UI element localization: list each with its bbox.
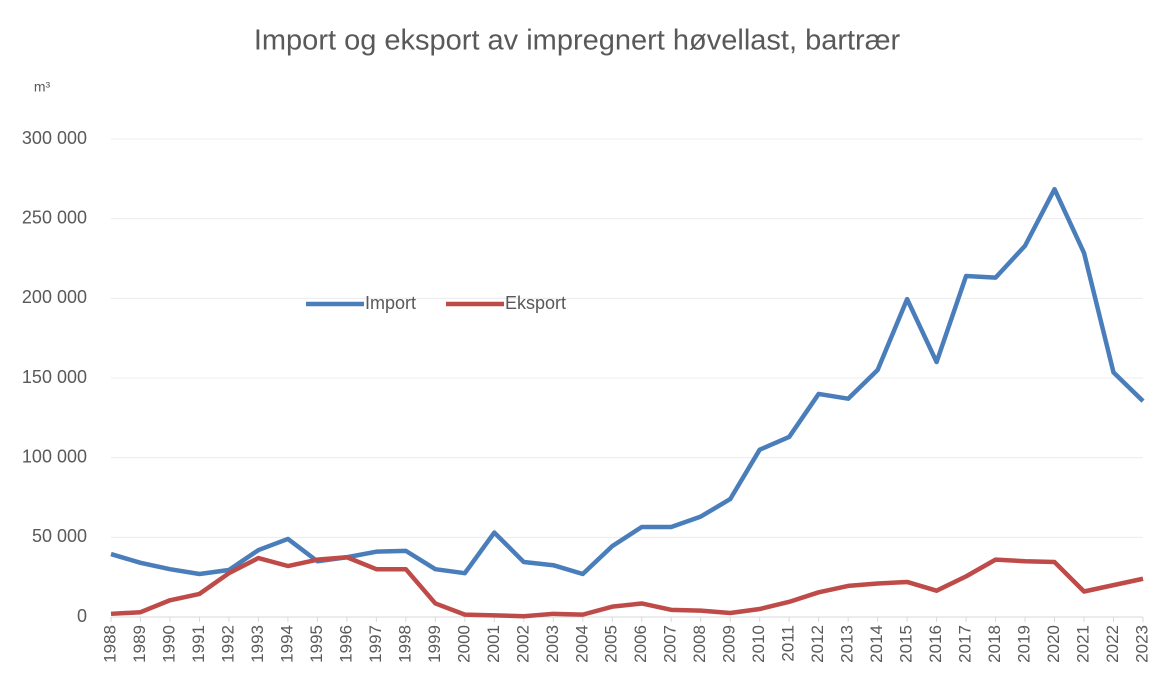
x-tick-label: 2010 <box>749 625 768 663</box>
y-tick-label: 50 000 <box>32 526 87 546</box>
x-tick-label: 1995 <box>307 625 326 663</box>
x-tick-label: 2019 <box>1015 625 1034 663</box>
x-tick-label: 1989 <box>130 625 149 663</box>
x-tick-label: 2011 <box>779 625 798 662</box>
line-series <box>110 186 1145 577</box>
x-tick-label: 2014 <box>867 625 886 663</box>
x-tick-label: 2013 <box>838 625 857 663</box>
x-tick-label: 2009 <box>720 625 739 663</box>
y-tick-label: 200 000 <box>22 287 87 307</box>
x-tick-label: 2012 <box>808 625 827 663</box>
x-tick-label: 1992 <box>218 625 237 663</box>
x-tick-label: 2008 <box>690 625 709 663</box>
x-tick-label: 1993 <box>248 625 267 663</box>
y-tick-label: 300 000 <box>22 128 87 148</box>
x-tick-label: 1991 <box>189 625 208 663</box>
x-tick-label: 2003 <box>543 625 562 663</box>
y-tick-label: 0 <box>77 606 87 626</box>
legend-label: Import <box>365 293 416 313</box>
x-tick-label: 1997 <box>366 625 385 663</box>
x-tick-label: 2022 <box>1103 625 1122 663</box>
x-tick-label: 2002 <box>513 625 532 663</box>
x-tick-label: 2007 <box>661 625 680 663</box>
x-tick-label: 1990 <box>159 625 178 663</box>
x-tick-label: 2020 <box>1044 625 1063 663</box>
chart-title: Import og eksport av impregnert høvellas… <box>254 25 901 57</box>
x-tick-label: 2005 <box>602 625 621 663</box>
x-tick-label: 1994 <box>277 625 296 663</box>
x-tick-label: 1998 <box>395 625 414 663</box>
x-tick-label: 2023 <box>1132 625 1151 663</box>
x-tick-label: 2015 <box>897 625 916 663</box>
x-tick-label: 2017 <box>956 625 975 663</box>
x-tick-label: 2001 <box>484 625 503 663</box>
y-tick-label: 150 000 <box>22 367 87 387</box>
x-tick-label: 1996 <box>336 625 355 663</box>
x-tick-label: 2004 <box>572 625 591 663</box>
x-tick-label: 2006 <box>631 625 650 663</box>
x-tick-label: 1988 <box>100 625 119 663</box>
legend-label: Eksport <box>505 293 566 313</box>
y-axis-label: m³ <box>34 79 51 95</box>
y-tick-label: 250 000 <box>22 207 87 227</box>
x-tick-label: 2021 <box>1074 625 1093 663</box>
line-series <box>110 555 1144 619</box>
x-tick-label: 2000 <box>454 625 473 663</box>
x-tick-label: 2016 <box>926 625 945 663</box>
x-tick-label: 1999 <box>425 625 444 663</box>
y-tick-label: 100 000 <box>22 446 87 466</box>
x-tick-label: 2018 <box>985 625 1004 663</box>
